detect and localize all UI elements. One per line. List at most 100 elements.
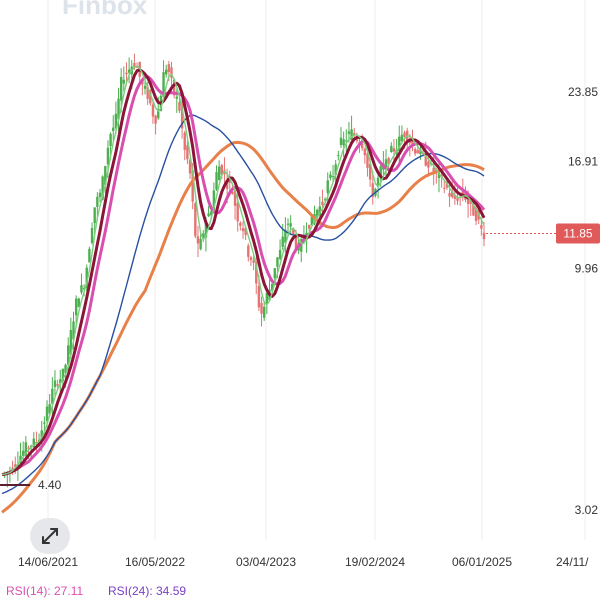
candle-body: [135, 66, 139, 68]
expand-button[interactable]: [30, 518, 70, 554]
candle-body: [398, 136, 401, 152]
candle-body: [225, 180, 229, 189]
candle-body: [437, 172, 441, 179]
candle-body: [24, 442, 28, 456]
candle-body: [350, 129, 353, 141]
candle-body: [461, 189, 465, 196]
candle-body: [82, 288, 86, 290]
candle-body: [162, 72, 165, 97]
last-price-badge: [556, 223, 600, 244]
candle-body: [390, 145, 393, 153]
candle-body: [48, 404, 51, 414]
candle-body: [104, 166, 107, 185]
candle-body: [345, 140, 348, 142]
candle-body: [353, 133, 356, 136]
candle-body: [482, 232, 486, 240]
candle-body: [157, 109, 160, 119]
candle-body: [112, 127, 115, 131]
time-tick-label: 16/05/2022: [125, 555, 185, 569]
candle-body: [323, 199, 327, 201]
candle-body: [191, 170, 194, 202]
candle-body: [260, 302, 263, 314]
candle-body: [151, 104, 155, 117]
candle-body: [376, 177, 380, 187]
candle-body: [453, 195, 457, 199]
candle-body: [331, 176, 335, 178]
candle-body: [413, 148, 417, 154]
candle-body: [472, 203, 475, 216]
candle-body: [284, 229, 287, 243]
candle-body: [114, 113, 118, 129]
candle-body: [294, 237, 298, 250]
candle-body: [289, 223, 292, 227]
candle-body: [466, 196, 470, 204]
candle-body: [164, 69, 168, 75]
candle-body: [210, 211, 213, 216]
candle-body: [321, 201, 324, 206]
candle-body: [308, 224, 311, 229]
ma-pink-line: [1, 75, 486, 476]
candle-body: [249, 257, 253, 261]
candle-body: [347, 131, 351, 135]
candle-body: [480, 225, 483, 229]
candle-body: [77, 298, 81, 308]
candle-body: [432, 167, 435, 175]
candle-body: [411, 140, 414, 147]
candle-body: [90, 228, 94, 243]
candle-body: [61, 368, 65, 381]
candle-body: [456, 198, 459, 201]
candle-body: [326, 180, 329, 194]
candle-body: [14, 464, 17, 467]
candle-body: [56, 384, 59, 386]
candle-body: [98, 192, 102, 198]
candle-body: [80, 285, 83, 293]
candle-body: [403, 132, 406, 137]
candle-body: [387, 158, 390, 164]
candle-body: [379, 166, 382, 178]
candle-body: [51, 388, 54, 404]
candle-body: [154, 115, 157, 124]
candle-body: [220, 165, 224, 175]
candle-body: [21, 450, 25, 456]
candle-body: [443, 187, 446, 189]
candle-body: [360, 143, 364, 149]
watermark-text: Finbox: [62, 0, 148, 20]
candle-body: [366, 153, 369, 168]
candle-body: [329, 174, 332, 178]
candle-body: [149, 90, 152, 104]
candle-body: [265, 292, 269, 304]
candle-body: [252, 260, 255, 263]
candle-body: [286, 223, 290, 225]
candle-body: [228, 178, 231, 183]
candle-body: [59, 379, 62, 384]
expand-arrows-icon: [42, 528, 58, 544]
ma-light-green-line: [1, 65, 485, 476]
ma-dark-red-line: [1, 68, 486, 476]
price-tick-label: 9.96: [575, 262, 599, 276]
candle-body: [342, 139, 345, 146]
candle-body: [276, 257, 279, 267]
candle-body: [85, 267, 88, 288]
candle-body: [270, 283, 274, 291]
candle-body: [292, 228, 295, 235]
candle-body: [257, 285, 261, 308]
candle-body: [339, 137, 343, 146]
candle-body: [109, 133, 112, 146]
candle-body: [215, 172, 218, 190]
candle-body: [119, 76, 123, 101]
candle-body: [183, 132, 186, 150]
candle-body: [281, 236, 284, 247]
candle-body: [371, 183, 374, 197]
candle-body: [392, 148, 396, 152]
candle-body: [180, 103, 184, 129]
candle-body: [88, 248, 91, 263]
candle-body: [125, 72, 128, 75]
candle-body: [96, 196, 99, 207]
ma-label-text: 4.40: [38, 478, 62, 492]
candle-body: [170, 67, 173, 78]
candle-body: [239, 222, 242, 226]
candle-body: [35, 442, 38, 444]
candle-body: [419, 149, 422, 155]
